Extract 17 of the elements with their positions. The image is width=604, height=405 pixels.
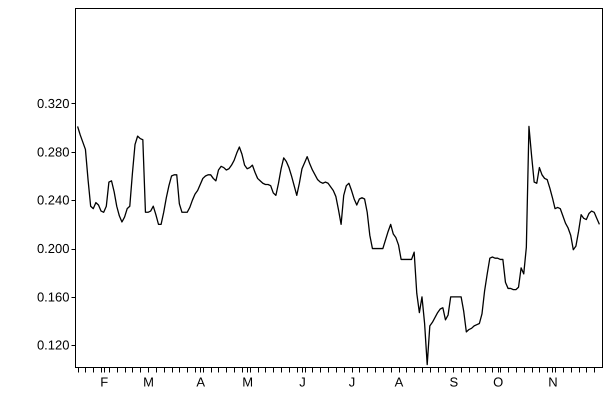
y-tick-label: 0.120 [36, 338, 70, 353]
x-tick-label: J [348, 374, 356, 390]
x-tick-label: F [100, 374, 108, 390]
y-tick-label: 0.240 [36, 192, 70, 208]
x-tick-label: M [143, 374, 154, 390]
x-tick-label: A [196, 374, 206, 390]
x-tick-label: N [548, 374, 558, 390]
x-tick-label: J [299, 374, 306, 390]
y-tick-label: 0.160 [36, 289, 70, 304]
y-tick-label: 0.320 [36, 96, 70, 111]
x-tick-label: M [242, 374, 254, 390]
y-tick-label: 0.200 [36, 241, 70, 256]
y-tick-label: 0.280 [36, 144, 70, 160]
x-tick-label: A [394, 374, 404, 390]
line-series [76, 126, 600, 366]
x-tick-label: S [449, 374, 458, 390]
x-tick-label: O [493, 374, 504, 390]
